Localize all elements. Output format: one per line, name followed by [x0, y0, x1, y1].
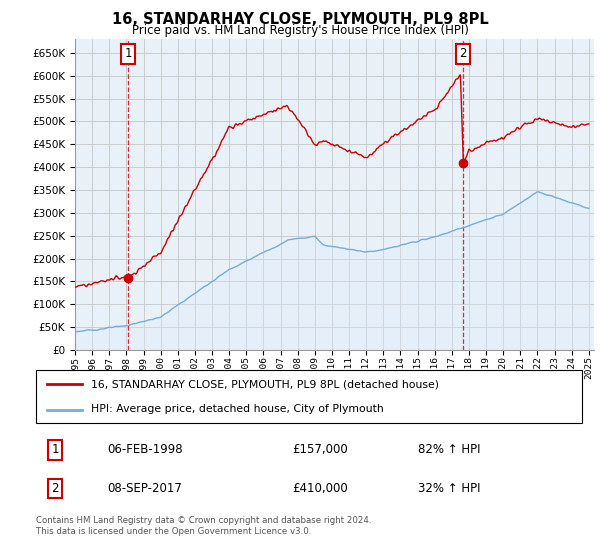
FancyBboxPatch shape	[36, 370, 582, 423]
Text: 32% ↑ HPI: 32% ↑ HPI	[418, 482, 481, 495]
Text: 2: 2	[52, 482, 59, 495]
Text: 16, STANDARHAY CLOSE, PLYMOUTH, PL9 8PL (detached house): 16, STANDARHAY CLOSE, PLYMOUTH, PL9 8PL …	[91, 380, 439, 390]
Text: 1: 1	[52, 443, 59, 456]
Text: £410,000: £410,000	[293, 482, 349, 495]
Text: HPI: Average price, detached house, City of Plymouth: HPI: Average price, detached house, City…	[91, 404, 383, 414]
Text: 2: 2	[460, 48, 467, 60]
Text: 08-SEP-2017: 08-SEP-2017	[107, 482, 182, 495]
Text: Contains HM Land Registry data © Crown copyright and database right 2024.
This d: Contains HM Land Registry data © Crown c…	[36, 516, 371, 536]
Text: Price paid vs. HM Land Registry's House Price Index (HPI): Price paid vs. HM Land Registry's House …	[131, 24, 469, 36]
Text: 1: 1	[124, 48, 132, 60]
Text: 82% ↑ HPI: 82% ↑ HPI	[418, 443, 481, 456]
Text: 16, STANDARHAY CLOSE, PLYMOUTH, PL9 8PL: 16, STANDARHAY CLOSE, PLYMOUTH, PL9 8PL	[112, 12, 488, 27]
Text: £157,000: £157,000	[293, 443, 349, 456]
Text: 06-FEB-1998: 06-FEB-1998	[107, 443, 182, 456]
